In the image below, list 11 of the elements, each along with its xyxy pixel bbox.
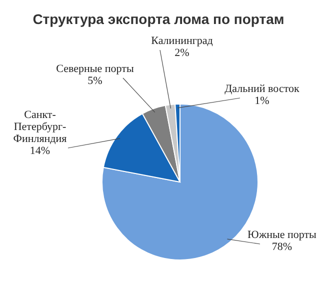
chart-title: Структура экспорта лома по портам bbox=[32, 11, 284, 27]
data-label: 78% bbox=[272, 241, 292, 253]
slice-label: Дальний восток bbox=[224, 83, 300, 95]
data-label: 2% bbox=[174, 47, 190, 59]
slice-label: Северные порты bbox=[56, 63, 134, 75]
slice-label: Калининград bbox=[151, 35, 214, 47]
data-label: 5% bbox=[88, 75, 102, 87]
data-label: 1% bbox=[254, 95, 270, 107]
slice-label: Санкт-Петербург-Финляндия bbox=[13, 109, 67, 145]
data-label: 14% bbox=[30, 145, 50, 157]
slice-label: Южные порты bbox=[248, 229, 317, 241]
